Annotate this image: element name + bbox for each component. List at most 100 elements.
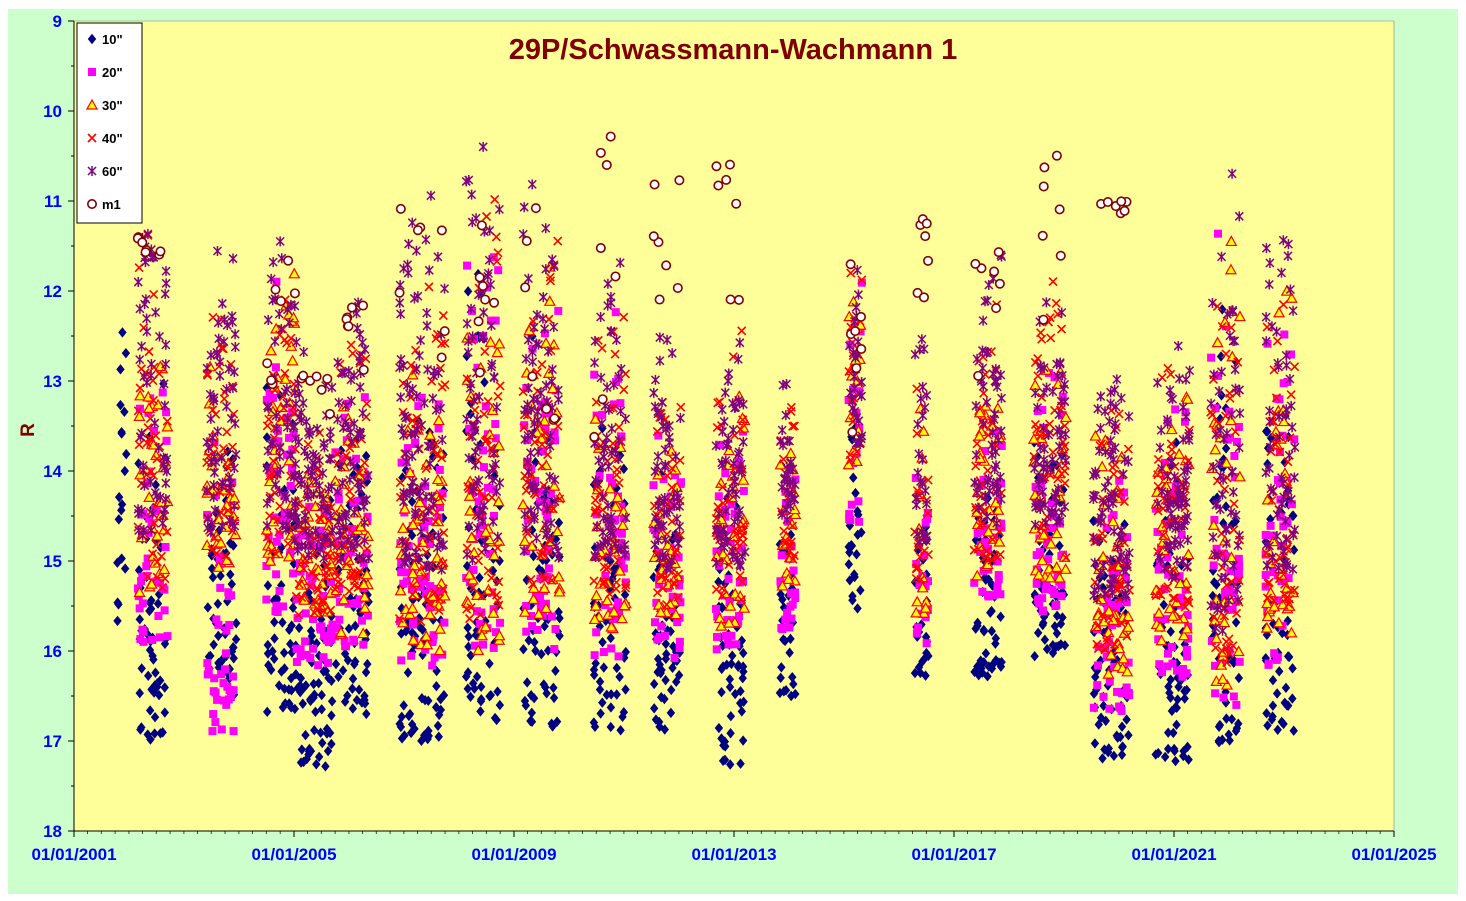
point-40in (361, 354, 371, 364)
point-20in (221, 665, 230, 674)
point-10in (1221, 443, 1231, 454)
point-10in (1289, 510, 1298, 521)
point-20in (1178, 672, 1187, 681)
point-20in (1214, 229, 1223, 238)
point-10in (150, 711, 160, 723)
point-10in (403, 667, 413, 678)
point-40in (1222, 657, 1232, 668)
point-60in (310, 451, 320, 462)
point-20in (652, 598, 661, 607)
point-60in (306, 540, 316, 551)
point-60in (412, 391, 422, 402)
point-60in (271, 410, 281, 421)
point-10in (340, 696, 350, 707)
point-20in (262, 562, 271, 571)
point-10in (666, 707, 676, 719)
point-10in (721, 741, 730, 752)
point-60in (361, 494, 371, 505)
point-60in (467, 189, 477, 200)
point-30in (788, 503, 801, 515)
point-20in (143, 554, 152, 563)
point-20in (219, 679, 228, 688)
point-20in (1167, 642, 1176, 651)
point-10in (340, 648, 350, 659)
point-20in (1230, 451, 1239, 460)
point-40in (669, 578, 679, 588)
point-60in (333, 486, 343, 497)
point-10in (471, 629, 481, 641)
point-20in (268, 393, 277, 402)
point-10in (1091, 671, 1100, 683)
point-m1 (724, 159, 735, 170)
point-20in (142, 562, 151, 571)
point-10in (916, 667, 925, 679)
point-60in (341, 417, 351, 428)
point-10in (348, 703, 358, 714)
point-60in (728, 424, 738, 435)
point-20in (781, 615, 790, 624)
point-30in (1102, 667, 1115, 679)
point-10in (786, 633, 795, 645)
point-20in (1094, 661, 1103, 670)
point-10in (1268, 700, 1278, 711)
point-30in (1182, 548, 1195, 560)
point-20in (228, 672, 237, 681)
point-40in (718, 498, 728, 508)
point-30in (1122, 610, 1135, 622)
point-10in (120, 563, 130, 574)
point-10in (1100, 744, 1109, 755)
point-60in (659, 507, 670, 518)
point-60in (521, 353, 531, 364)
point-10in (154, 689, 164, 701)
point-20in (214, 620, 223, 629)
point-40in (1183, 594, 1193, 605)
point-m1 (1054, 204, 1065, 215)
point-10in (134, 458, 143, 469)
point-20in (209, 710, 218, 719)
point-60in (545, 471, 555, 482)
point-40in (1270, 439, 1281, 450)
point-20in (912, 629, 921, 638)
point-10in (316, 614, 326, 625)
point-20in (1035, 599, 1044, 608)
point-60in (474, 391, 484, 402)
point-40in (738, 537, 748, 547)
y-tick-label: 15 (43, 552, 62, 571)
point-20in (1225, 585, 1234, 594)
point-30in (1233, 310, 1246, 322)
point-10in (1159, 599, 1168, 610)
point-20in (1111, 603, 1120, 612)
point-m1 (358, 300, 369, 311)
point-60in (265, 493, 275, 504)
point-10in (1231, 516, 1240, 527)
data-points (113, 131, 1300, 772)
point-60in (467, 217, 477, 228)
point-60in (653, 451, 663, 462)
point-30in (589, 412, 602, 424)
point-30in (654, 606, 667, 617)
point-10in (1098, 753, 1107, 764)
point-20in (670, 471, 679, 480)
point-10in (344, 623, 354, 634)
point-60in (303, 550, 313, 561)
point-40in (274, 527, 284, 537)
point-60in (468, 331, 478, 342)
point-30in (1276, 598, 1289, 610)
point-20in (219, 696, 228, 705)
point-40in (912, 428, 922, 439)
point-20in (978, 587, 987, 596)
point-20in (481, 402, 490, 411)
point-60in (673, 492, 683, 503)
point-60in (337, 368, 347, 379)
point-30in (423, 608, 437, 620)
point-30in (605, 620, 618, 632)
point-10in (116, 364, 125, 375)
point-m1 (436, 352, 447, 363)
point-30in (993, 535, 1006, 547)
legend-label: 20" (102, 65, 123, 80)
point-60in (395, 362, 405, 373)
point-20in (272, 277, 281, 286)
point-20in (491, 628, 500, 637)
point-30in (472, 644, 485, 656)
point-40in (146, 466, 156, 476)
